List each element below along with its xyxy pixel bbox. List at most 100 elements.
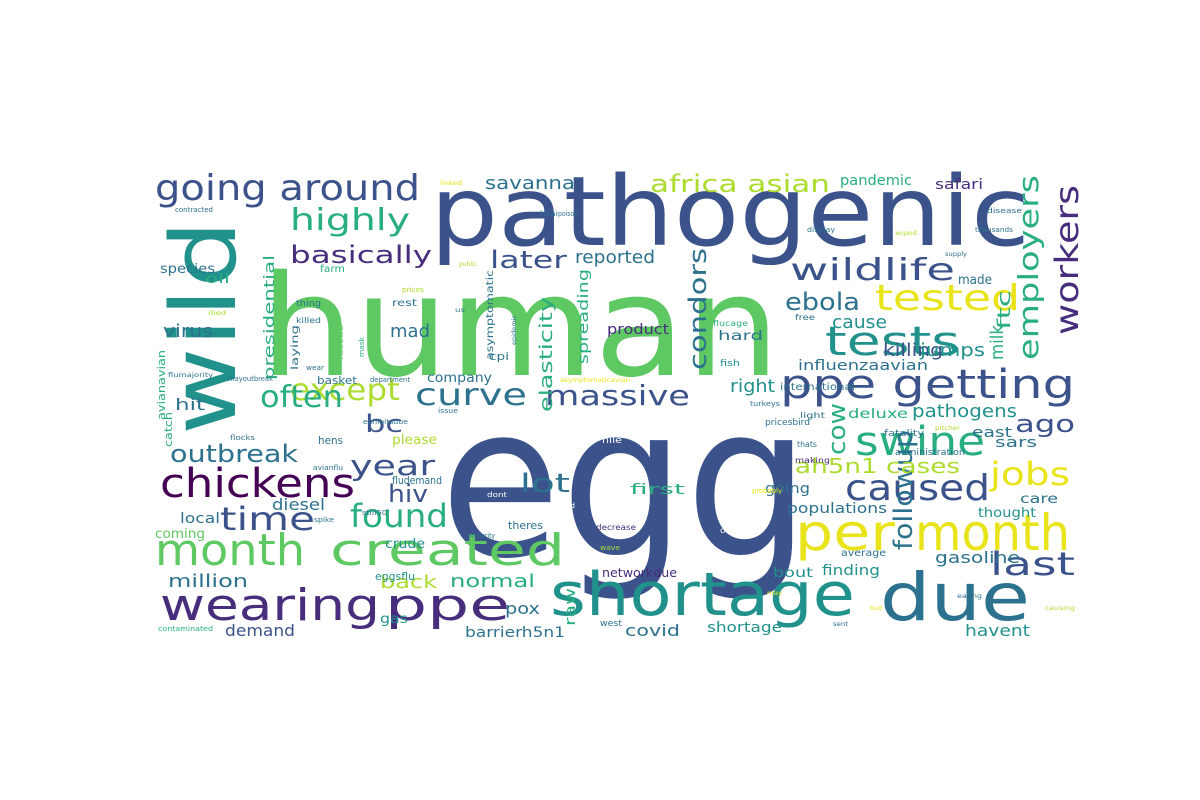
word-jobs: jobs (989, 455, 1070, 493)
word-wear: wear (306, 364, 324, 372)
word-made: made (958, 273, 992, 288)
word-followup: followup (889, 430, 919, 550)
word-international: international (780, 382, 855, 393)
word-elasticity: elasticity (536, 297, 557, 412)
word-reported: reported (575, 247, 655, 268)
word-died: died (208, 310, 226, 317)
word-display: display (807, 226, 835, 234)
word-cause: cause (832, 312, 887, 333)
word-dont: dont (487, 491, 507, 499)
word-egg: egg (440, 360, 810, 605)
word-shortage: shortage (550, 560, 855, 630)
word-decrease: decrease (596, 523, 636, 532)
word-making: making (795, 456, 830, 465)
word-laying: laying (290, 325, 301, 370)
word-administration: administration (895, 448, 965, 458)
word-poison: poison (558, 210, 578, 218)
word-thing: thing (296, 299, 321, 309)
word-havent: havent (965, 621, 1030, 640)
word-pricesbird: pricesbird (765, 418, 810, 428)
word-isolated: isolated (545, 502, 575, 510)
word-avianflu: avianflu (313, 464, 343, 472)
word-savanna: savanna (485, 173, 575, 194)
word-hiv: hiv (388, 480, 428, 508)
word-please: please (392, 433, 437, 448)
word-hpai: hpai (540, 210, 558, 218)
word-us: us (455, 307, 465, 314)
word-first: first (630, 482, 686, 498)
word-coming: coming (155, 527, 205, 542)
word-often: often (260, 380, 343, 415)
word-health: health (482, 472, 507, 480)
word-million: million (168, 571, 248, 592)
word-company: company (427, 371, 492, 386)
word-may: may (767, 590, 783, 597)
word-diesel: diesel (272, 495, 325, 514)
word-flucage: flucage (713, 319, 748, 328)
word-caused: caused (845, 468, 990, 509)
word-later: later (490, 246, 567, 274)
word-majority: majority (470, 532, 495, 540)
word-human: human (260, 246, 780, 409)
word-wearing: wearing (160, 580, 380, 631)
word-presidential: presidential (262, 255, 278, 380)
word-officials: officials (720, 526, 755, 535)
word-tested: tested (875, 278, 1020, 319)
word-disease: disease (987, 207, 1022, 215)
word-hens: hens (318, 434, 343, 447)
word-gas: gas (380, 612, 408, 627)
word-found: found (350, 497, 448, 535)
word-killed: killed (296, 316, 321, 325)
word-month: month (155, 525, 305, 576)
word-ago: ago (1015, 410, 1075, 438)
word-killing: killing (883, 340, 943, 361)
word-except: except (290, 373, 400, 408)
word-mad: mad (390, 321, 430, 342)
word-asymptomatic: asymptomatic (485, 270, 496, 360)
word-product: product (607, 322, 670, 338)
word-thought: thought (978, 506, 1036, 521)
word-hard: hard (718, 329, 763, 344)
word-outbreak: outbreak (170, 440, 298, 468)
word-normal: normal (450, 571, 535, 592)
word-west: west (600, 619, 622, 629)
word-africa-asian: africa asian (650, 170, 830, 198)
word-epidemic: epidemic (511, 315, 518, 345)
word-virus: virus (163, 321, 213, 342)
word-pitcher: pitcher (935, 425, 961, 432)
word-care: care (1020, 492, 1058, 507)
word-still50: still50 (362, 509, 387, 517)
word-raw: raw (563, 588, 579, 626)
word-nile: nile (602, 436, 623, 446)
word-oil: oil (205, 272, 230, 287)
word-due: due (880, 559, 1030, 636)
word-going: going (765, 481, 810, 497)
word-year: year (350, 449, 436, 482)
word-thousands: thousands (975, 226, 1013, 234)
word-linked: linked (440, 180, 462, 187)
word-mask: mask (358, 336, 366, 357)
word-populations: populations (787, 501, 887, 517)
word-lot: lot (520, 469, 570, 499)
word-demand: demand (225, 621, 295, 640)
word-pandemic: pandemic (840, 173, 912, 189)
word-wildlife: wildlife (790, 253, 955, 288)
word-wave: wave (600, 544, 620, 552)
word-jumps: jumps (919, 340, 985, 361)
word-pox: pox (505, 599, 540, 618)
word-safari: safari (935, 177, 983, 193)
word-highly: highly (290, 203, 410, 238)
word-pathogens: pathogens (912, 401, 1017, 422)
word-month: month (915, 504, 1070, 562)
word-eggsflu: eggsflu (375, 570, 415, 583)
word-causing: causing (1045, 605, 1075, 612)
word-last: last (990, 545, 1075, 583)
word-tests: tests (825, 319, 960, 365)
word-bud: bud (870, 605, 882, 612)
word-cpi: cpi (489, 350, 509, 363)
word-local: local (180, 511, 220, 527)
word-ah5n1-cases: ah5n1 cases (795, 454, 960, 478)
word-time: time (220, 500, 315, 538)
word-mayoutbreak: mayoutbreak (228, 375, 274, 383)
